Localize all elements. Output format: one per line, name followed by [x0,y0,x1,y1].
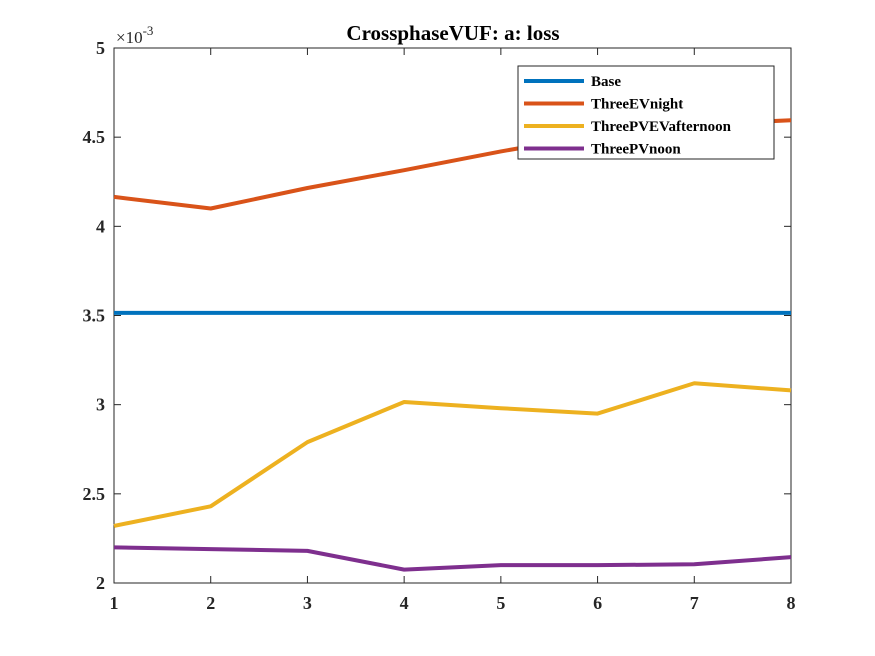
y-tick-label: 3 [96,395,105,415]
y-tick-label: 5 [96,38,105,58]
x-tick-label: 3 [303,593,312,613]
legend: Base ThreeEVnight ThreePVEVafternoon ThreeP… [517,65,775,160]
legend-label: ThreeEVnight [591,97,683,113]
legend-label: ThreePVEVafternoon [591,119,732,135]
chart-title: CrossphaseVUF: a: loss [346,21,559,45]
y-tick-label: 3.5 [83,306,106,326]
x-tick-label: 6 [593,593,602,613]
y-tick-label: 2 [96,573,105,593]
y-scale-exponent: -3 [143,23,154,38]
legend-label: Base [591,74,621,90]
y-tick-label: 4.5 [83,127,106,147]
series-line-threepvevafternoon [113,381,792,528]
x-axis: 1 2 3 4 5 6 7 8 [110,48,796,613]
y-tick-label: 4 [96,216,105,236]
series-line-threepvnoon [113,545,792,572]
y-scale-factor: ×10-3 [116,23,153,47]
x-tick-label: 1 [110,593,119,613]
x-tick-label: 5 [496,593,505,613]
legend-label: ThreePVnoon [591,142,681,158]
y-axis: 2 2.5 3 3.5 4 4.5 5 [83,38,791,593]
x-tick-label: 8 [787,593,796,613]
y-tick-label: 2.5 [83,484,106,504]
y-scale-factor-base: ×10 [116,28,143,47]
x-tick-label: 7 [690,593,699,613]
x-tick-label: 4 [400,593,409,613]
x-tick-label: 2 [206,593,215,613]
